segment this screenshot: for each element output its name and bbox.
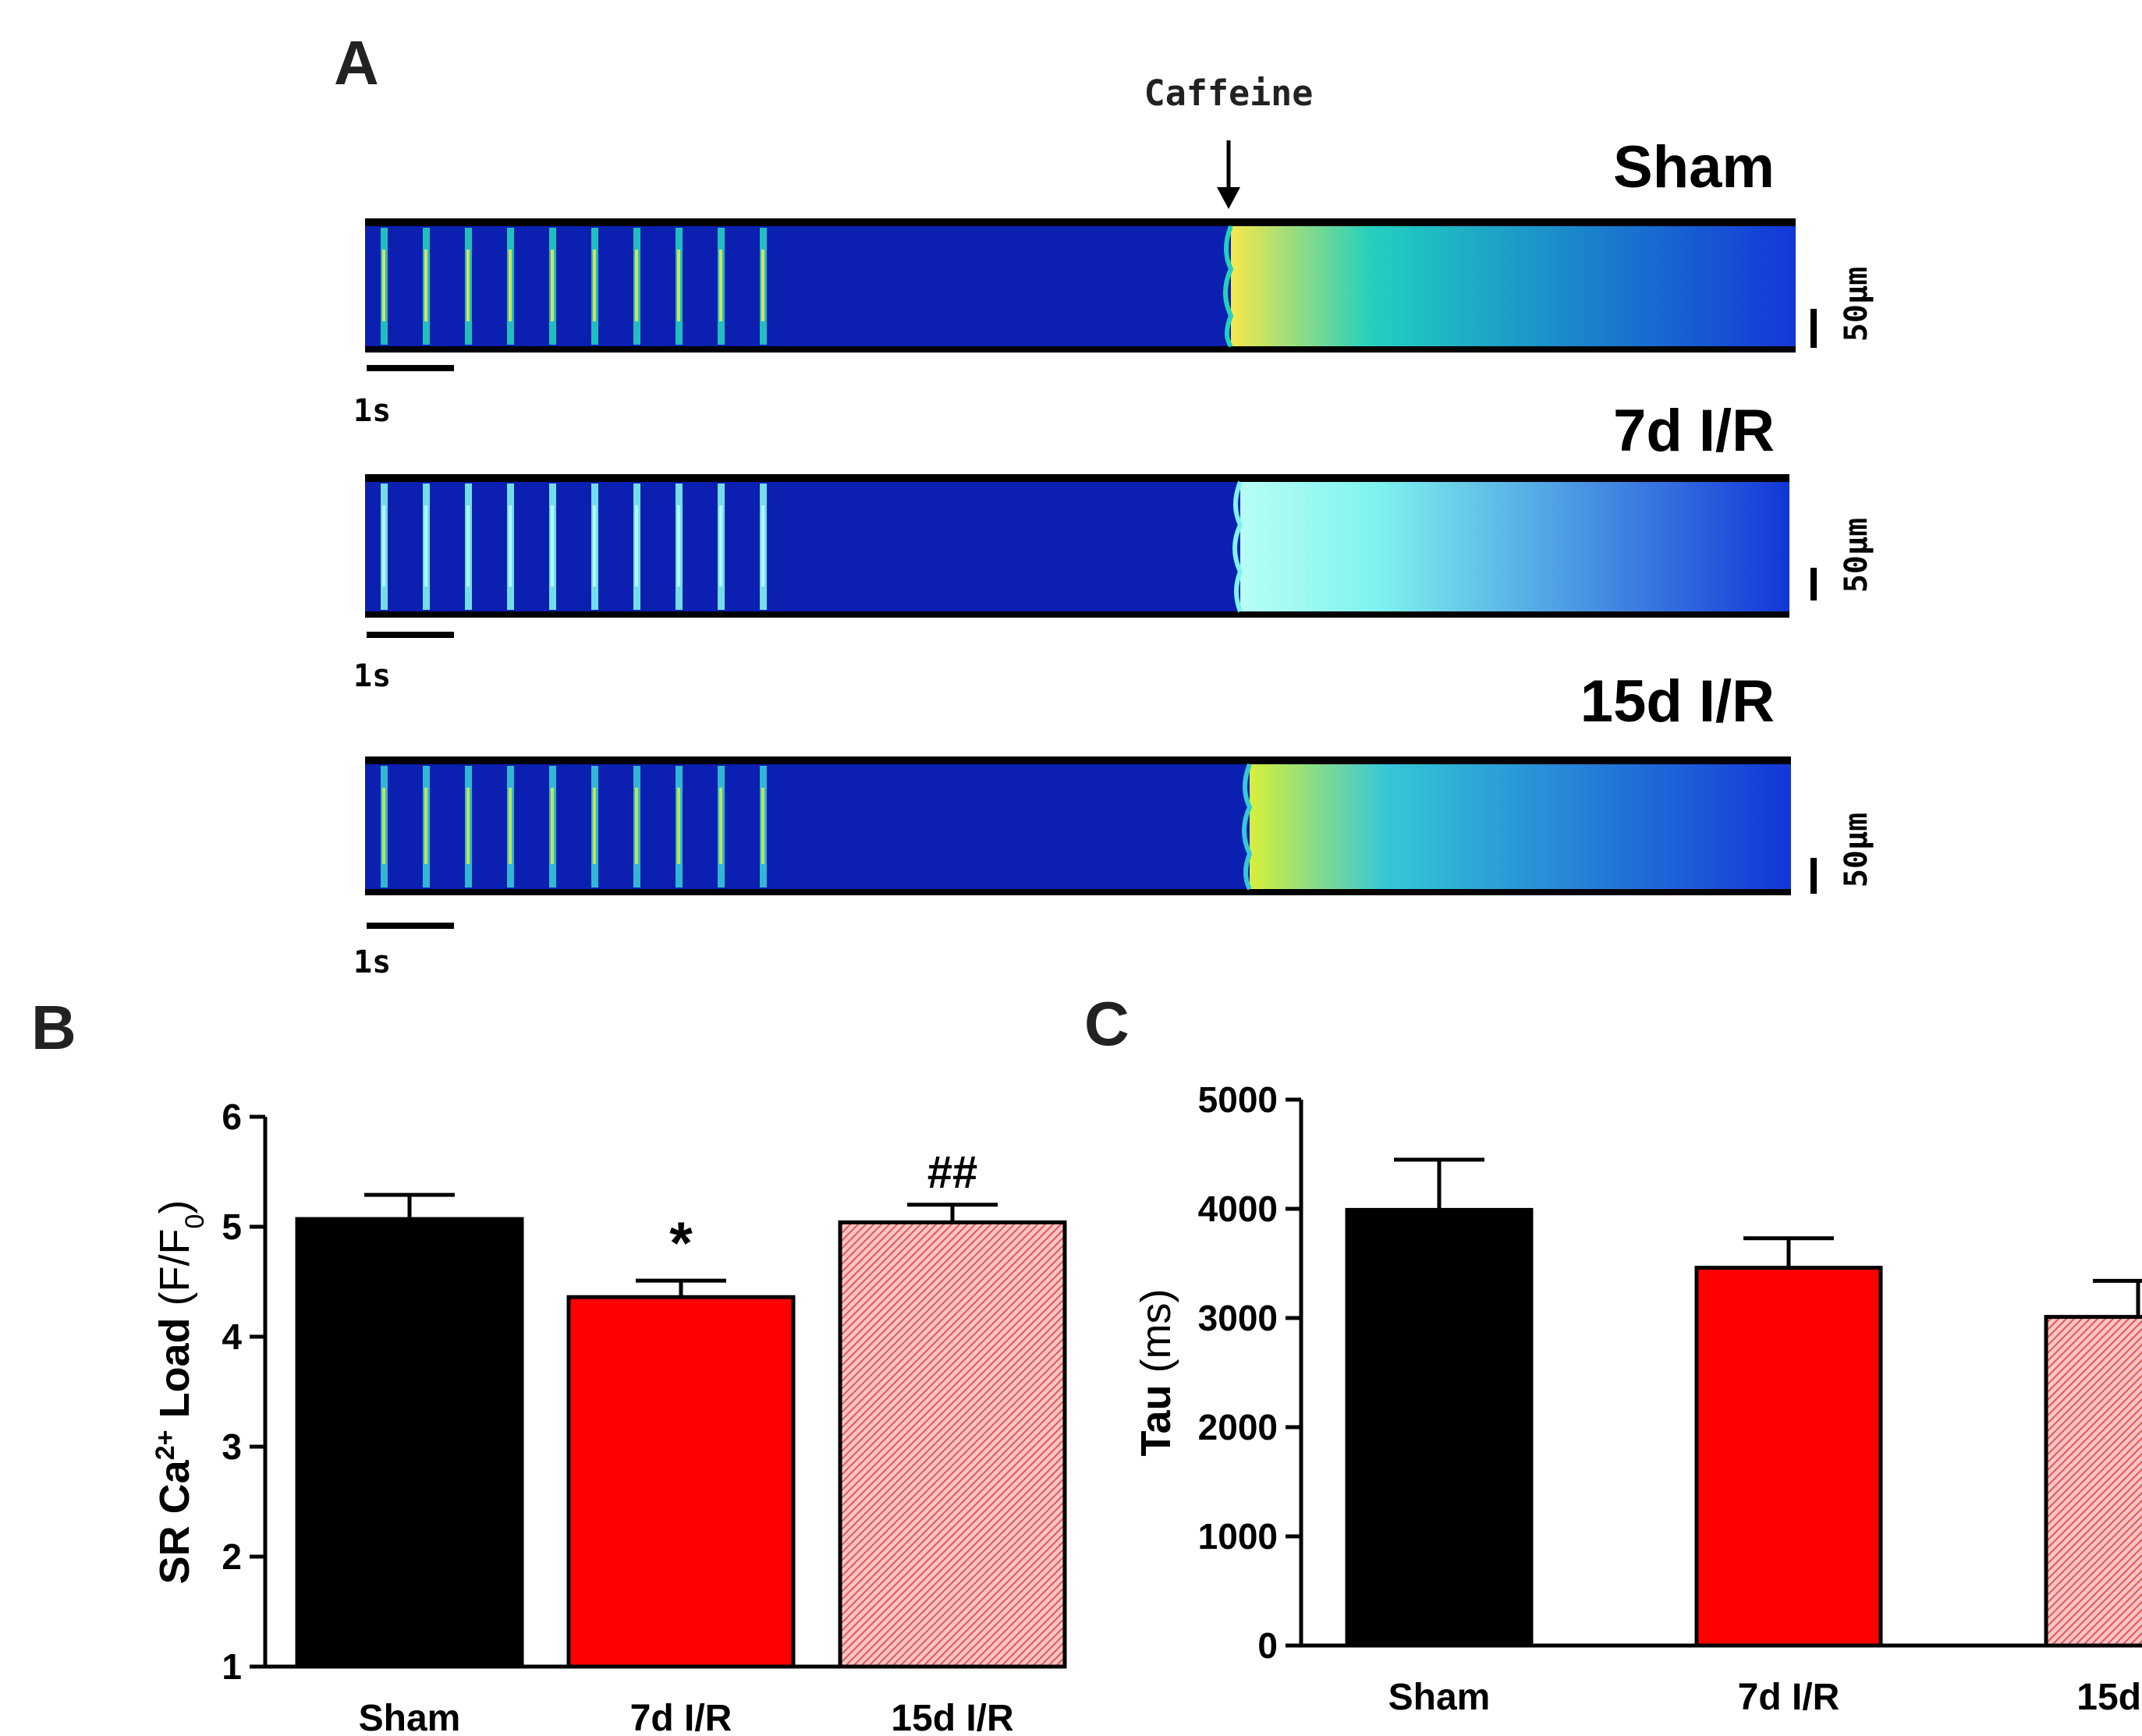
space-scale-label: 50µm	[1839, 267, 1874, 342]
bar-7d-i-r	[566, 1295, 796, 1669]
calcium-transient-core	[761, 505, 764, 586]
calcium-transient-core	[382, 788, 385, 864]
y-tick-label: 4000	[1198, 1189, 1278, 1229]
linescan-sham	[365, 218, 1796, 353]
chart-sr-ca-load: 1 2 3 4 5 6 Sham * 7d I/R ## 15d I/R SR Ca2+ Load (…	[151, 1097, 1067, 1736]
calcium-transient-core	[466, 788, 470, 864]
x-tick-label: 15d I/R	[2076, 1677, 2142, 1718]
calcium-transient-core	[551, 505, 554, 586]
caffeine-response	[1231, 226, 1796, 346]
linescan-bottom-border	[365, 889, 1791, 895]
linescan-bottom-border	[365, 611, 1789, 618]
calcium-transient-core	[635, 505, 638, 586]
time-scale-label: 1s	[353, 944, 391, 980]
panel-c-letter: C	[1084, 989, 1130, 1058]
calcium-transient-core	[551, 788, 554, 864]
x-tick-label: 7d I/R	[1738, 1677, 1840, 1718]
bar-7d-i-r	[1694, 1266, 1883, 1648]
calcium-transient-core	[424, 250, 427, 321]
time-scale-label: 1s	[353, 658, 391, 694]
linescan-15d	[365, 756, 1791, 895]
x-tick-label: Sham	[1388, 1677, 1491, 1718]
calcium-transient-core	[509, 788, 512, 864]
calcium-transient-core	[382, 250, 385, 321]
caffeine-wavefront	[1232, 480, 1243, 613]
y-tick-label: 6	[222, 1097, 242, 1137]
linescan-top-border	[365, 756, 1791, 764]
linescan-top-border	[365, 474, 1789, 482]
x-tick-label: 7d I/R	[630, 1698, 732, 1736]
y-tick-label: 5	[222, 1206, 242, 1247]
panel-b-letter: B	[31, 993, 76, 1062]
caffeine-response	[1250, 764, 1791, 889]
y-tick-label: 2000	[1198, 1407, 1278, 1447]
bar-sham	[295, 1217, 524, 1669]
calcium-transient-core	[719, 250, 722, 321]
y-tick-label: 1000	[1198, 1516, 1278, 1557]
bar-15d-i-r	[838, 1220, 1067, 1669]
space-scale-label: 50µm	[1839, 813, 1874, 887]
linescan-7d	[365, 474, 1789, 618]
linescan-top-border	[365, 218, 1796, 226]
panel-a-letter: A	[334, 28, 379, 97]
row-label-7d: 7d I/R	[1613, 398, 1775, 464]
x-tick-label: 15d I/R	[891, 1698, 1013, 1736]
calcium-transient-core	[677, 788, 680, 864]
y-tick-label: 3000	[1198, 1298, 1278, 1338]
calcium-transient-core	[635, 250, 638, 321]
calcium-transient-core	[677, 250, 680, 321]
calcium-transient-core	[509, 505, 512, 586]
space-scale-label: 50µm	[1839, 518, 1874, 593]
calcium-transient-core	[593, 788, 596, 864]
y-tick-label: 3	[222, 1426, 242, 1467]
calcium-transient-core	[635, 788, 638, 864]
calcium-transient-core	[677, 505, 680, 586]
calcium-transient-core	[424, 505, 427, 586]
chart-tau: 0 1000 2000 3000 4000 5000 Sham 7d I/R 15d I/R Ta…	[1133, 1079, 2142, 1718]
calcium-transient-core	[551, 250, 554, 321]
calcium-transient-core	[593, 250, 596, 321]
caffeine-wavefront	[1223, 225, 1234, 348]
bar-sham	[1345, 1207, 1534, 1648]
y-axis-label: Tau (ms)	[1133, 1289, 1179, 1457]
x-tick-label: Sham	[359, 1698, 461, 1736]
calcium-transient-core	[761, 250, 764, 321]
calcium-transient-core	[719, 788, 722, 864]
calcium-transient-core	[761, 788, 764, 864]
significance-marker: *	[669, 1210, 693, 1277]
y-tick-label: 0	[1257, 1625, 1278, 1666]
y-tick-label: 1	[222, 1646, 242, 1687]
calcium-transient-core	[719, 505, 722, 586]
caffeine-wavefront	[1242, 763, 1253, 891]
bar-15d-i-r	[2044, 1315, 2142, 1648]
significance-marker: ##	[927, 1147, 978, 1198]
y-tick-label: 4	[222, 1316, 242, 1357]
calcium-transient-core	[466, 505, 470, 586]
calcium-transient-core	[593, 505, 596, 586]
caffeine-label: Caffeine	[1144, 73, 1314, 114]
y-tick-label: 5000	[1198, 1079, 1278, 1120]
linescan-bottom-border	[365, 346, 1796, 353]
caffeine-response	[1240, 482, 1789, 611]
calcium-transient-core	[382, 505, 385, 586]
time-scale-label: 1s	[353, 393, 391, 429]
row-label-sham: Sham	[1613, 134, 1775, 200]
calcium-transient-core	[466, 250, 470, 321]
calcium-transient-core	[424, 788, 427, 864]
calcium-transient-core	[509, 250, 512, 321]
y-axis-label: SR Ca2+ Load (F/F0)	[151, 1200, 210, 1585]
row-label-15d: 15d I/R	[1580, 668, 1775, 735]
caffeine-arrow-icon	[1217, 140, 1240, 209]
y-tick-label: 2	[222, 1536, 242, 1577]
